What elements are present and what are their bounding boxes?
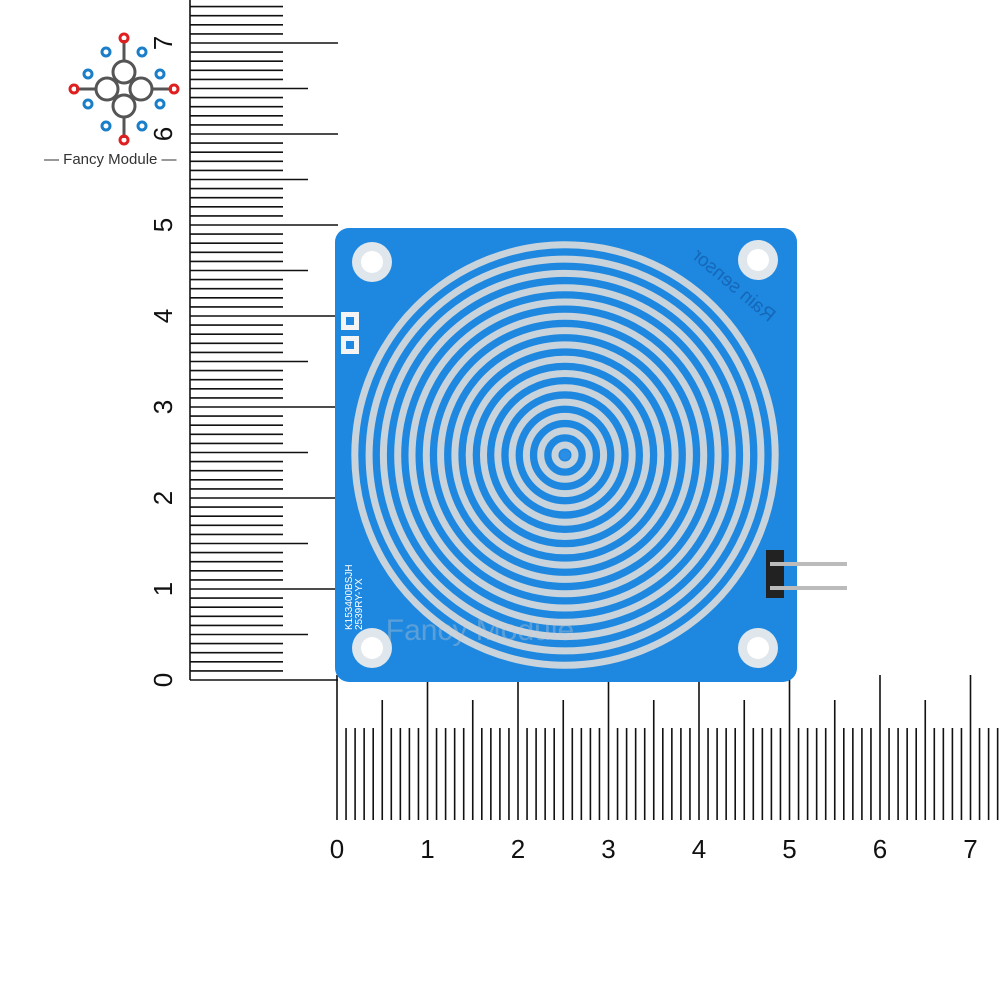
silkscreen-code-2: 2539RY-YX <box>354 578 365 630</box>
sensor-trace-ring <box>422 312 708 598</box>
ruler-label: 0 <box>330 834 344 864</box>
sensor-traces <box>351 241 779 669</box>
sensor-trace-ring <box>494 384 636 526</box>
ruler-label: 0 <box>148 673 178 687</box>
ruler-label: 1 <box>420 834 434 864</box>
silkscreen-code-1: K153400BSJH <box>344 564 355 630</box>
ruler-label: 4 <box>148 309 178 323</box>
ruler-label: 1 <box>148 582 178 596</box>
ruler-label: 5 <box>148 218 178 232</box>
brand-name-text: Fancy Module <box>63 151 158 168</box>
ruler-label: 2 <box>148 491 178 505</box>
vertical-ruler-labels: 0 1 2 3 4 5 6 7 <box>148 36 178 687</box>
sensor-trace-ring <box>394 284 736 626</box>
sensor-trace-ring <box>522 412 608 498</box>
sensor-trace-ring <box>437 327 693 583</box>
ruler-label: 7 <box>148 36 178 50</box>
ruler-label: 6 <box>873 834 887 864</box>
brand-logo <box>68 32 180 146</box>
sensor-trace-ring <box>408 298 722 612</box>
ruler-label: 3 <box>601 834 615 864</box>
ruler-label: 4 <box>692 834 706 864</box>
watermark: Fancy Module <box>386 614 574 647</box>
brand-name: — Fancy Module — <box>44 151 177 168</box>
rain-sensor-board: Rain sensor K153400BSJH 2539RY-YX <box>335 228 847 682</box>
sensor-trace-ring <box>379 269 751 641</box>
solder-pads <box>341 312 359 354</box>
mounting-hole <box>352 628 392 668</box>
ruler-label: 5 <box>782 834 796 864</box>
sensor-trace-ring <box>465 355 665 555</box>
sensor-trace-ring <box>480 370 650 540</box>
ruler-label: 2 <box>511 834 525 864</box>
sensor-trace-ring <box>508 398 622 512</box>
sensor-trace-ring <box>351 241 779 669</box>
mounting-hole <box>352 242 392 282</box>
horizontal-ruler <box>336 675 999 820</box>
sensor-trace-ring <box>365 255 765 655</box>
sensor-trace-ring <box>551 441 579 469</box>
mounting-hole <box>738 240 778 280</box>
ruler-label: 3 <box>148 400 178 414</box>
vertical-ruler <box>189 0 338 681</box>
sensor-trace-ring <box>537 427 593 483</box>
ruler-label: 6 <box>148 127 178 141</box>
mounting-hole <box>738 628 778 668</box>
ruler-label: 7 <box>963 834 977 864</box>
horizontal-ruler-labels: 0 1 2 3 4 5 6 7 <box>330 834 978 864</box>
pin-header <box>766 550 847 598</box>
sensor-trace-ring <box>451 341 679 569</box>
